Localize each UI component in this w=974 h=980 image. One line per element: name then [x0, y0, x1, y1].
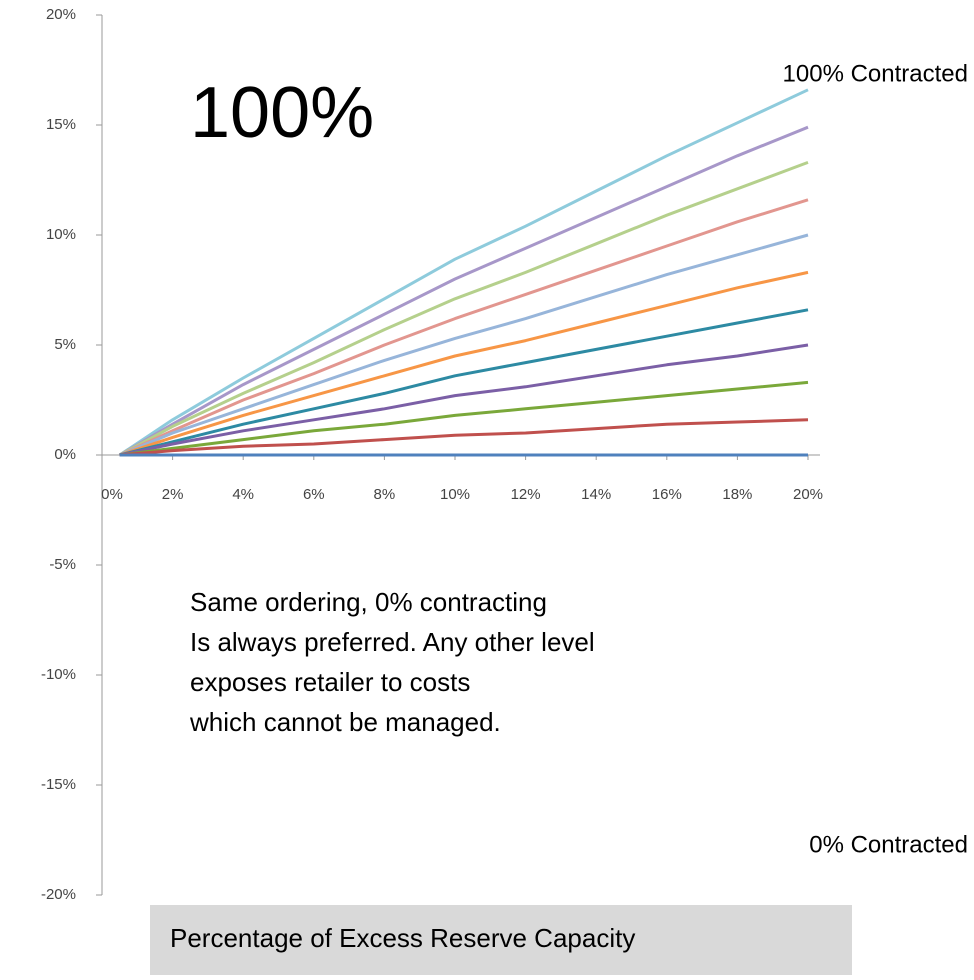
series-line	[118, 88, 809, 457]
y-tick-label: 10%	[46, 226, 76, 243]
x-tick-label: 2%	[162, 486, 184, 503]
series-line	[119, 198, 809, 457]
series-line	[118, 160, 809, 457]
x-tick-label: 6%	[303, 486, 325, 503]
series-line	[119, 308, 809, 457]
y-tick-label: 15%	[46, 116, 76, 133]
annotation: 100%	[190, 73, 374, 153]
x-tick-label: 8%	[374, 486, 396, 503]
x-tick-label: 14%	[581, 486, 611, 503]
series-line	[119, 380, 809, 457]
x-axis-label: Percentage of Excess Reserve Capacity	[170, 923, 635, 953]
series-line	[119, 233, 809, 457]
y-tick-label: -20%	[41, 886, 76, 903]
y-tick-label: 5%	[54, 336, 76, 353]
note-line: which cannot be managed.	[189, 707, 501, 737]
x-tick-label: 10%	[440, 486, 470, 503]
x-label-box	[150, 905, 852, 975]
x-tick-label: 18%	[722, 486, 752, 503]
series-line	[119, 418, 809, 457]
x-tick-label: 4%	[232, 486, 254, 503]
y-tick-label: -5%	[49, 556, 76, 573]
annotation: 100% Contracted	[783, 60, 968, 87]
series-line	[119, 270, 809, 457]
y-tick-label: -15%	[41, 776, 76, 793]
note-line: exposes retailer to costs	[190, 667, 470, 697]
series-line	[119, 343, 809, 457]
y-tick-label: 20%	[46, 6, 76, 23]
annotation: 0% Contracted	[809, 831, 968, 858]
x-tick-label: 20%	[793, 486, 823, 503]
note-line: Is always preferred. Any other level	[190, 627, 595, 657]
y-tick-label: -10%	[41, 666, 76, 683]
x-tick-label: 0%	[101, 486, 123, 503]
x-tick-label: 16%	[652, 486, 682, 503]
series-line	[118, 125, 809, 457]
x-tick-label: 12%	[511, 486, 541, 503]
y-tick-label: 0%	[54, 446, 76, 463]
note-line: Same ordering, 0% contracting	[190, 587, 547, 617]
